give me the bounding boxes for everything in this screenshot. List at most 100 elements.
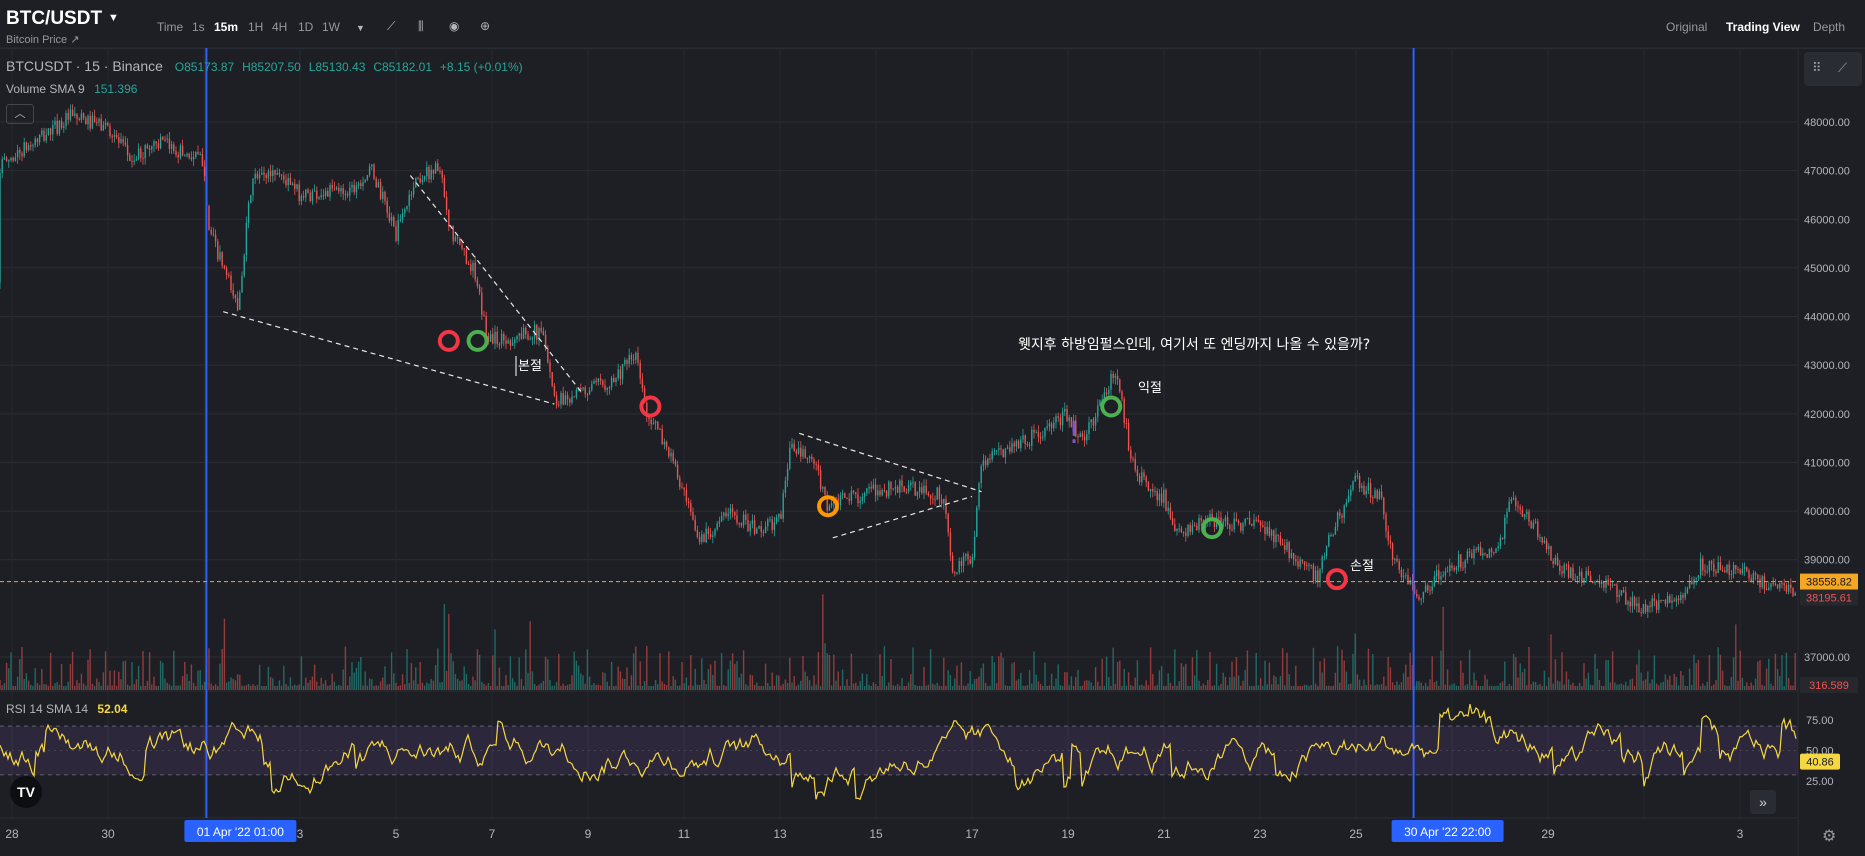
volume-bar bbox=[1561, 652, 1563, 690]
subtitle-link[interactable]: Bitcoin Price ↗ bbox=[6, 34, 80, 46]
volume-bar bbox=[118, 671, 120, 690]
volume-bar bbox=[1730, 676, 1733, 690]
drawing-tools-widget[interactable]: ⠿ ⟋ bbox=[1804, 52, 1862, 86]
candle-body bbox=[1785, 585, 1788, 592]
volume-bar bbox=[659, 653, 661, 690]
candle-body bbox=[1686, 588, 1689, 594]
scroll-to-realtime-button[interactable]: » bbox=[1750, 790, 1776, 814]
candle-body bbox=[1471, 553, 1473, 559]
candle-body bbox=[859, 500, 861, 504]
candle-body bbox=[1732, 565, 1735, 575]
rsi-current-badge bbox=[1800, 753, 1840, 770]
candle-body bbox=[1114, 375, 1117, 378]
volume-bar bbox=[538, 684, 540, 690]
volume-bar bbox=[804, 671, 806, 690]
volume-bar bbox=[899, 685, 901, 690]
candle-type-icon[interactable]: ⫼ bbox=[418, 19, 424, 33]
timeframe-1d[interactable]: 1D bbox=[298, 20, 314, 34]
volume-bar bbox=[294, 684, 296, 690]
candle-body bbox=[1550, 546, 1552, 561]
candle-body bbox=[1299, 559, 1301, 567]
candle-body bbox=[170, 144, 173, 149]
volume-bar bbox=[866, 674, 868, 690]
volume-bar bbox=[465, 673, 468, 690]
candle-body bbox=[1669, 596, 1671, 603]
candle-body bbox=[1229, 524, 1231, 529]
volume-bar bbox=[1647, 671, 1649, 690]
timeframe-1s[interactable]: 1s bbox=[192, 20, 205, 34]
timeframe-time[interactable]: Time bbox=[157, 20, 184, 34]
timeframe-15m[interactable]: 15m bbox=[214, 20, 239, 34]
price-tick-label: 37000.00 bbox=[1804, 652, 1850, 664]
candle-body bbox=[1266, 526, 1268, 535]
candle-body bbox=[514, 339, 516, 344]
volume-bar bbox=[905, 685, 908, 690]
volume-bar bbox=[775, 675, 778, 690]
candle-body bbox=[1528, 511, 1530, 522]
volume-bar bbox=[1372, 653, 1374, 690]
indicator-icon[interactable]: ⟋ bbox=[387, 19, 396, 33]
volume-bar bbox=[1257, 685, 1260, 690]
camera-icon[interactable]: ◉ bbox=[449, 19, 460, 33]
volume-bar bbox=[1044, 662, 1046, 690]
add-icon[interactable]: ⊕ bbox=[480, 19, 491, 33]
candle-body bbox=[824, 486, 826, 495]
volume-bar bbox=[729, 660, 732, 690]
volume-bar bbox=[507, 685, 509, 690]
volume-bar bbox=[1479, 686, 1482, 690]
candle-body bbox=[80, 113, 83, 121]
volume-bar bbox=[126, 684, 129, 690]
symbol-dropdown-icon[interactable]: ▼ bbox=[108, 12, 119, 24]
volume-bar bbox=[1332, 685, 1334, 690]
candle-body bbox=[727, 513, 729, 517]
volume-bar bbox=[430, 679, 432, 690]
volume-bar bbox=[1244, 669, 1246, 690]
volume-bar bbox=[96, 678, 98, 690]
volume-bar bbox=[1242, 680, 1244, 690]
symbol-title[interactable]: BTC/USDT bbox=[6, 8, 103, 29]
volume-bar bbox=[1277, 684, 1279, 690]
timeframe-4h[interactable]: 4H bbox=[272, 20, 288, 34]
volume-bar bbox=[443, 604, 446, 690]
volume-bar bbox=[1774, 653, 1777, 690]
volume-bar bbox=[34, 668, 36, 690]
volume-bar bbox=[1092, 685, 1095, 690]
trendline-tool-icon[interactable]: ⟋ bbox=[1838, 60, 1848, 75]
view-trading-view[interactable]: Trading View bbox=[1726, 20, 1800, 34]
candle-body bbox=[472, 262, 474, 272]
tradingview-logo[interactable]: TV bbox=[10, 776, 42, 808]
collapse-legend-button[interactable]: ︿ bbox=[6, 104, 34, 124]
volume-bar bbox=[544, 656, 547, 690]
volume-bar bbox=[276, 685, 278, 690]
volume-bar bbox=[120, 679, 122, 690]
candle-body bbox=[1218, 517, 1220, 519]
last-price-badge bbox=[1800, 573, 1858, 590]
volume-bar bbox=[8, 668, 10, 690]
gear-icon[interactable]: ⚙ bbox=[1822, 828, 1837, 845]
volume-bar bbox=[549, 680, 551, 690]
volume-bar bbox=[1589, 684, 1592, 690]
candle-body bbox=[1288, 542, 1290, 558]
candle-body bbox=[245, 222, 248, 256]
volume-value: 151.396 bbox=[94, 82, 138, 96]
more-timeframes-icon[interactable]: ▼ bbox=[356, 23, 365, 33]
volume-bar bbox=[247, 683, 250, 690]
volume-bar bbox=[1024, 685, 1026, 690]
volume-bar bbox=[756, 682, 758, 690]
view-depth[interactable]: Depth bbox=[1813, 20, 1846, 34]
volume-bar bbox=[393, 673, 395, 690]
timeframe-1h[interactable]: 1H bbox=[248, 20, 264, 34]
view-original[interactable]: Original bbox=[1666, 20, 1708, 34]
volume-bar bbox=[80, 673, 83, 690]
candle-body bbox=[879, 490, 881, 496]
volume-bar bbox=[740, 673, 743, 690]
candle-body bbox=[978, 483, 980, 508]
volume-bar bbox=[991, 656, 993, 690]
timeframe-1w[interactable]: 1W bbox=[322, 20, 340, 34]
volume-bar bbox=[1699, 685, 1702, 690]
drag-handle-icon[interactable]: ⠿ bbox=[1812, 60, 1822, 75]
candle-body bbox=[155, 141, 157, 144]
rsi-band bbox=[0, 726, 1798, 775]
volume-bar bbox=[1048, 685, 1051, 690]
